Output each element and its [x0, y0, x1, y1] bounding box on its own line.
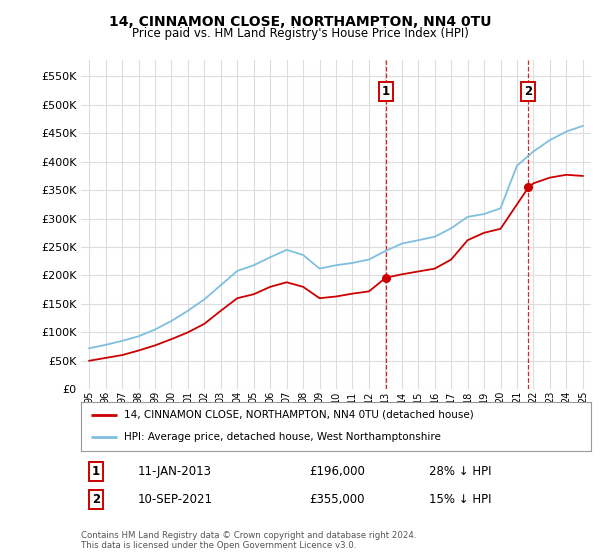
- Text: 2: 2: [524, 85, 533, 98]
- Text: £196,000: £196,000: [309, 465, 365, 478]
- Text: 1: 1: [92, 465, 100, 478]
- Text: HPI: Average price, detached house, West Northamptonshire: HPI: Average price, detached house, West…: [124, 432, 441, 442]
- Text: 14, CINNAMON CLOSE, NORTHAMPTON, NN4 0TU: 14, CINNAMON CLOSE, NORTHAMPTON, NN4 0TU: [109, 15, 491, 29]
- Text: 15% ↓ HPI: 15% ↓ HPI: [429, 493, 491, 506]
- Text: 1: 1: [382, 85, 390, 98]
- Text: 2: 2: [92, 493, 100, 506]
- Text: 10-SEP-2021: 10-SEP-2021: [138, 493, 213, 506]
- Text: Contains HM Land Registry data © Crown copyright and database right 2024.
This d: Contains HM Land Registry data © Crown c…: [81, 531, 416, 550]
- Text: Price paid vs. HM Land Registry's House Price Index (HPI): Price paid vs. HM Land Registry's House …: [131, 27, 469, 40]
- Text: 28% ↓ HPI: 28% ↓ HPI: [429, 465, 491, 478]
- Text: £355,000: £355,000: [309, 493, 365, 506]
- Text: 11-JAN-2013: 11-JAN-2013: [138, 465, 212, 478]
- Text: 14, CINNAMON CLOSE, NORTHAMPTON, NN4 0TU (detached house): 14, CINNAMON CLOSE, NORTHAMPTON, NN4 0TU…: [124, 410, 474, 420]
